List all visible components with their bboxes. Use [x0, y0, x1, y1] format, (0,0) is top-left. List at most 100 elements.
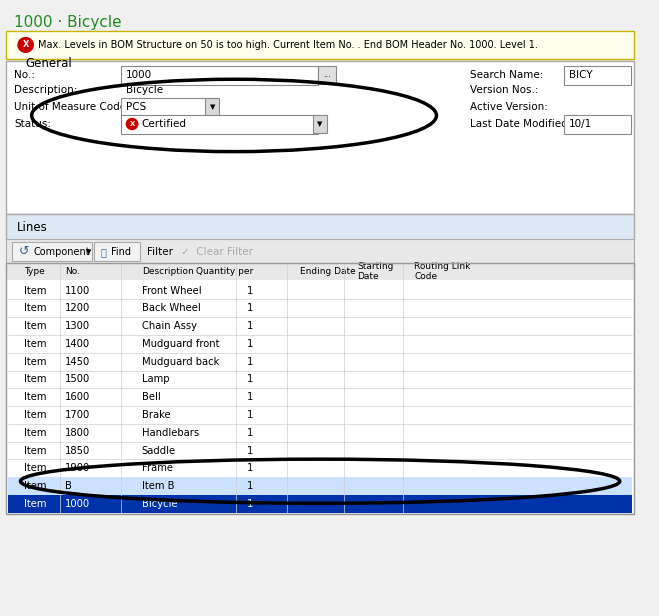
Bar	[8, 495, 633, 513]
Text: Item: Item	[24, 375, 46, 384]
Text: 1000 · Bicycle: 1000 · Bicycle	[14, 15, 122, 30]
FancyBboxPatch shape	[7, 262, 634, 282]
Text: ...: ...	[323, 70, 331, 79]
Text: Item: Item	[24, 392, 46, 402]
Text: Active Version:: Active Version:	[470, 102, 548, 112]
Text: 1: 1	[247, 410, 253, 420]
Text: Mudguard front: Mudguard front	[142, 339, 219, 349]
Text: 1: 1	[247, 303, 253, 314]
Text: PCS: PCS	[126, 102, 146, 112]
Text: Item: Item	[24, 445, 46, 456]
Text: No.:: No.:	[14, 70, 35, 80]
Text: Description:: Description:	[14, 85, 78, 95]
Text: 1850: 1850	[65, 445, 90, 456]
Text: 1450: 1450	[65, 357, 90, 367]
Text: Chain Assy: Chain Assy	[142, 321, 196, 331]
Text: Version Nos.:: Version Nos.:	[470, 85, 538, 95]
Text: Brake: Brake	[142, 410, 170, 420]
Text: B: B	[65, 481, 72, 491]
Text: Mudguard back: Mudguard back	[142, 357, 219, 367]
Text: 1: 1	[247, 445, 253, 456]
Text: Saddle: Saddle	[142, 445, 176, 456]
Text: 1: 1	[247, 499, 253, 509]
Text: BICY: BICY	[569, 70, 592, 80]
Text: 1: 1	[247, 375, 253, 384]
FancyBboxPatch shape	[318, 67, 336, 84]
Text: Search Name:: Search Name:	[470, 70, 543, 80]
FancyBboxPatch shape	[121, 67, 318, 85]
Text: Item: Item	[24, 499, 46, 509]
Text: 1: 1	[247, 392, 253, 402]
Text: Bell: Bell	[142, 392, 160, 402]
Text: ↺: ↺	[19, 245, 30, 258]
FancyBboxPatch shape	[564, 115, 631, 134]
Text: Item: Item	[24, 286, 46, 296]
Text: 1800: 1800	[65, 428, 90, 438]
Text: Ending Date: Ending Date	[300, 267, 355, 277]
Text: 1100: 1100	[65, 286, 90, 296]
Text: Certified: Certified	[142, 119, 186, 129]
Text: Handlebars: Handlebars	[142, 428, 199, 438]
Text: ▼: ▼	[210, 104, 215, 110]
Text: Starting
Date: Starting Date	[357, 262, 393, 281]
Text: 1400: 1400	[65, 339, 90, 349]
Text: 1200: 1200	[65, 303, 90, 314]
Text: Item: Item	[24, 339, 46, 349]
Text: 1500: 1500	[65, 375, 90, 384]
Text: 1: 1	[247, 481, 253, 491]
Text: Item: Item	[24, 321, 46, 331]
Text: ▼: ▼	[318, 121, 323, 127]
Text: Item: Item	[24, 481, 46, 491]
FancyBboxPatch shape	[121, 115, 318, 134]
Text: 1: 1	[247, 321, 253, 331]
Text: Filter: Filter	[147, 247, 173, 257]
FancyBboxPatch shape	[564, 67, 631, 85]
Text: Bicycle: Bicycle	[142, 499, 177, 509]
Text: Max. Levels in BOM Structure on 50 is too high. Current Item No. . End BOM Heade: Max. Levels in BOM Structure on 50 is to…	[38, 40, 538, 50]
Text: Item: Item	[24, 303, 46, 314]
FancyBboxPatch shape	[7, 31, 634, 59]
Text: X: X	[129, 121, 134, 127]
Text: Description: Description	[142, 267, 193, 277]
Text: Find: Find	[111, 247, 131, 257]
Text: ✓  Clear Filter: ✓ Clear Filter	[181, 247, 253, 257]
Text: 1300: 1300	[65, 321, 90, 331]
FancyBboxPatch shape	[7, 214, 634, 240]
FancyBboxPatch shape	[121, 99, 210, 116]
Text: 1: 1	[247, 286, 253, 296]
Text: Item B: Item B	[142, 481, 174, 491]
Text: Bicycle: Bicycle	[126, 85, 163, 95]
FancyBboxPatch shape	[206, 99, 219, 116]
Text: Item: Item	[24, 428, 46, 438]
Text: 1000: 1000	[65, 499, 90, 509]
Text: ▼: ▼	[86, 249, 91, 255]
Text: Last Date Modified:: Last Date Modified:	[470, 119, 571, 129]
Text: 1: 1	[247, 357, 253, 367]
FancyBboxPatch shape	[7, 280, 634, 514]
Text: Quantity per: Quantity per	[196, 267, 253, 277]
Text: 1600: 1600	[65, 392, 90, 402]
FancyBboxPatch shape	[94, 242, 140, 261]
Text: Unit of Measure Code:: Unit of Measure Code:	[14, 102, 130, 112]
Text: 1900: 1900	[65, 463, 90, 473]
Text: Item: Item	[24, 410, 46, 420]
Circle shape	[18, 38, 33, 52]
FancyBboxPatch shape	[313, 115, 327, 133]
FancyBboxPatch shape	[7, 240, 634, 264]
Text: General: General	[26, 57, 72, 70]
Text: 👁: 👁	[100, 247, 106, 257]
Text: X: X	[22, 41, 29, 49]
Text: 1: 1	[247, 428, 253, 438]
Text: No.: No.	[65, 267, 80, 277]
Text: 1: 1	[247, 463, 253, 473]
Text: Back Wheel: Back Wheel	[142, 303, 200, 314]
Text: Lines: Lines	[17, 221, 48, 233]
Text: Lamp: Lamp	[142, 375, 169, 384]
Bar	[8, 477, 633, 495]
Text: Item: Item	[24, 357, 46, 367]
Circle shape	[127, 118, 138, 129]
Text: 1: 1	[247, 339, 253, 349]
Text: Routing Link
Code: Routing Link Code	[415, 262, 471, 281]
Text: Status:: Status:	[14, 119, 51, 129]
Text: Front Wheel: Front Wheel	[142, 286, 201, 296]
